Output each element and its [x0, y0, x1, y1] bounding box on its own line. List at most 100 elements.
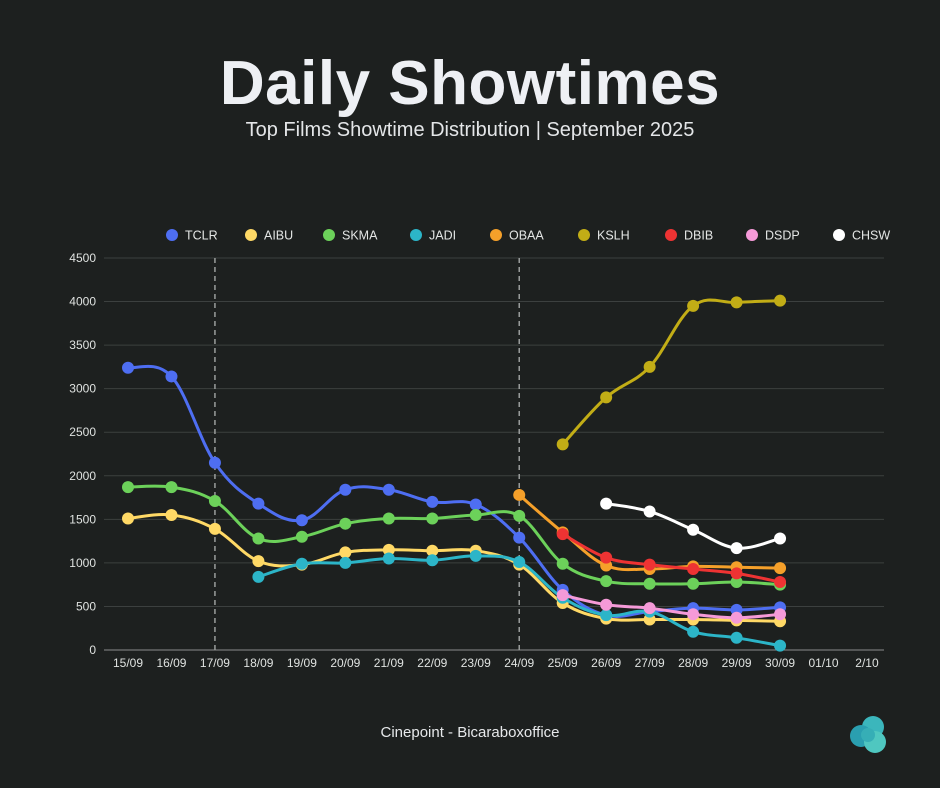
- x-tick-label: 16/09: [156, 656, 186, 670]
- data-point-jadi: [426, 554, 439, 567]
- y-tick-label: 3000: [69, 382, 96, 396]
- x-tick-label: 19/09: [287, 656, 317, 670]
- data-point-skma: [382, 512, 395, 525]
- y-tick-label: 500: [76, 599, 96, 613]
- data-point-skma: [295, 530, 308, 543]
- x-tick-label: 22/09: [417, 656, 447, 670]
- data-point-skma: [513, 509, 526, 522]
- data-point-dbib: [730, 567, 743, 580]
- data-point-aibu: [252, 555, 265, 568]
- x-tick-label: 30/09: [765, 656, 795, 670]
- x-tick-label: 23/09: [461, 656, 491, 670]
- data-point-tclr: [165, 370, 178, 383]
- x-tick-label: 17/09: [200, 656, 230, 670]
- data-point-jadi: [513, 556, 526, 569]
- data-point-jadi: [600, 609, 613, 622]
- y-tick-label: 4000: [69, 295, 96, 309]
- data-point-skma: [252, 532, 265, 545]
- x-tick-label: 25/09: [548, 656, 578, 670]
- page-subtitle: Top Films Showtime Distribution | Septem…: [245, 119, 695, 141]
- cloud-logo-icon: [850, 716, 886, 753]
- legend-label-chsw: CHSW: [852, 229, 890, 243]
- data-point-chsw: [600, 497, 613, 510]
- data-point-tclr: [122, 361, 134, 374]
- data-point-skma: [730, 576, 743, 589]
- data-point-chsw: [643, 505, 656, 518]
- data-point-skma: [643, 577, 656, 590]
- data-point-dsdp: [730, 611, 743, 624]
- data-point-skma: [165, 481, 178, 494]
- data-point-tclr: [382, 483, 395, 496]
- data-point-dbib: [687, 562, 700, 575]
- data-point-tclr: [295, 514, 308, 527]
- data-point-jadi: [774, 639, 787, 652]
- legend-label-jadi: JADI: [429, 229, 456, 243]
- x-tick-label: 26/09: [591, 656, 621, 670]
- legend-swatch-dsdp: [746, 229, 758, 241]
- data-point-dbib: [600, 551, 613, 564]
- data-point-chsw: [687, 523, 700, 536]
- data-point-dbib: [643, 558, 656, 571]
- data-point-skma: [339, 517, 352, 530]
- data-point-dsdp: [643, 602, 656, 615]
- x-tick-label: 18/09: [243, 656, 273, 670]
- legend-swatch-kslh: [578, 229, 590, 241]
- legend-label-aibu: AIBU: [264, 229, 293, 243]
- data-point-skma: [122, 481, 134, 494]
- data-point-kslh: [600, 391, 613, 404]
- x-tick-label: 29/09: [722, 656, 752, 670]
- y-tick-label: 1000: [69, 556, 96, 570]
- data-point-jadi: [252, 570, 265, 583]
- y-tick-label: 3500: [69, 338, 96, 352]
- y-tick-label: 2500: [69, 425, 96, 439]
- data-point-aibu: [122, 512, 134, 525]
- y-tick-label: 1500: [69, 512, 96, 526]
- x-tick-label: 21/09: [374, 656, 404, 670]
- data-point-tclr: [426, 495, 439, 508]
- data-point-obaa: [513, 488, 526, 501]
- x-tick-label: 24/09: [504, 656, 534, 670]
- x-tick-label: 01/10: [809, 656, 839, 670]
- legend-label-skma: SKMA: [342, 229, 378, 243]
- data-point-jadi: [382, 552, 395, 565]
- data-point-dsdp: [774, 608, 787, 621]
- legend-label-tclr: TCLR: [185, 229, 218, 243]
- series-line-tclr: [126, 364, 782, 618]
- legend-label-dsdp: DSDP: [765, 229, 800, 243]
- legend-label-obaa: OBAA: [509, 229, 544, 243]
- data-point-jadi: [295, 557, 308, 570]
- data-point-skma: [426, 512, 439, 525]
- data-point-skma: [600, 575, 613, 588]
- data-point-skma: [208, 495, 221, 508]
- x-tick-label: 15/09: [113, 656, 143, 670]
- data-point-tclr: [208, 456, 221, 469]
- y-tick-label: 0: [89, 643, 96, 657]
- x-tick-label: 20/09: [330, 656, 360, 670]
- data-point-chsw: [774, 532, 787, 545]
- legend-swatch-jadi: [410, 229, 422, 241]
- data-point-kslh: [730, 296, 743, 309]
- data-point-tclr: [339, 483, 352, 496]
- data-point-dbib: [774, 576, 787, 589]
- y-tick-label: 4500: [69, 251, 96, 265]
- data-point-dbib: [556, 528, 569, 541]
- data-point-skma: [469, 508, 482, 521]
- data-point-jadi: [339, 556, 352, 569]
- data-point-kslh: [774, 294, 787, 307]
- data-point-aibu: [339, 546, 352, 559]
- data-point-skma: [687, 577, 700, 590]
- data-point-dsdp: [687, 608, 700, 621]
- page-title: Daily Showtimes: [219, 49, 721, 118]
- data-point-aibu: [165, 508, 178, 521]
- legend-swatch-aibu: [245, 229, 257, 241]
- data-point-tclr: [252, 497, 265, 510]
- data-point-dsdp: [556, 589, 569, 602]
- series-line-kslh: [561, 298, 782, 446]
- x-tick-label: 28/09: [678, 656, 708, 670]
- data-point-aibu: [382, 543, 395, 556]
- data-point-skma: [556, 557, 569, 570]
- x-tick-label: 2/10: [855, 656, 879, 670]
- data-point-kslh: [643, 360, 656, 373]
- data-point-obaa: [774, 562, 787, 575]
